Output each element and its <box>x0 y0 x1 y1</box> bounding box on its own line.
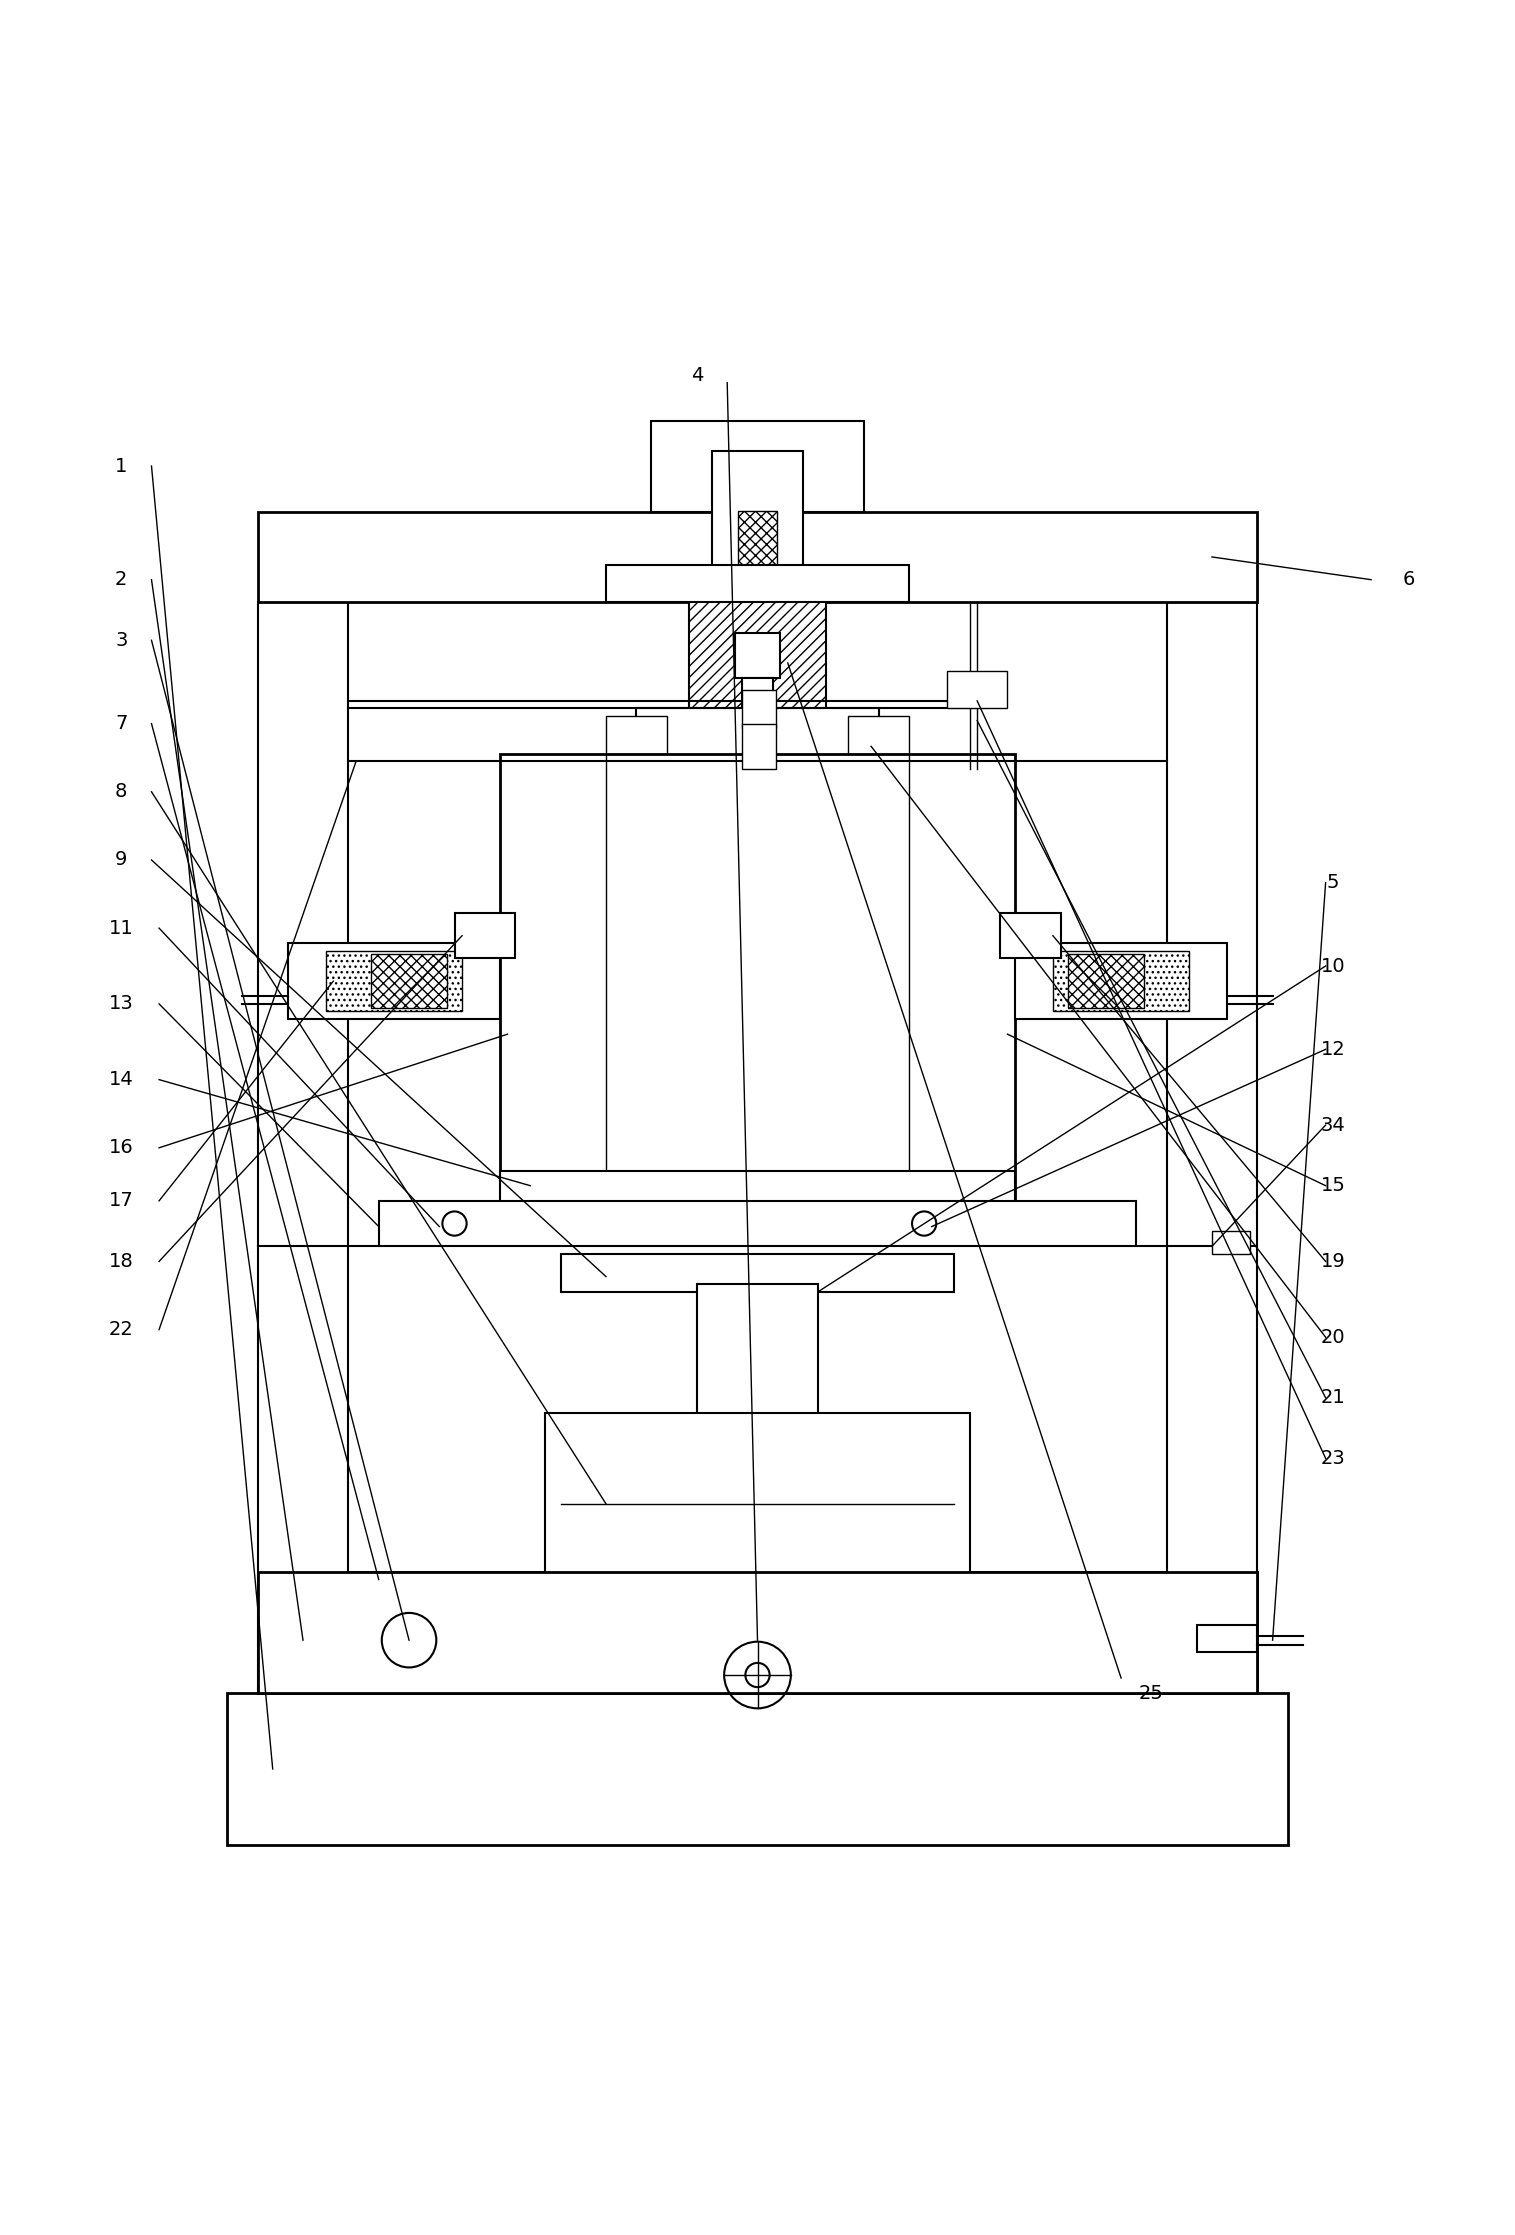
Text: 1: 1 <box>115 456 127 476</box>
Text: 18: 18 <box>109 1252 133 1272</box>
Bar <box>500 753 1015 1209</box>
Bar <box>689 572 826 724</box>
Text: 19: 19 <box>1321 1252 1345 1272</box>
Text: 34: 34 <box>1321 1115 1345 1135</box>
Text: 10: 10 <box>1321 957 1345 974</box>
Bar <box>371 954 447 1008</box>
Bar <box>606 715 667 753</box>
Text: 16: 16 <box>109 1138 133 1158</box>
Text: 21: 21 <box>1321 1388 1345 1408</box>
Text: 12: 12 <box>1321 1039 1345 1059</box>
Bar <box>712 451 803 572</box>
Bar <box>742 677 773 724</box>
Text: 15: 15 <box>1321 1176 1345 1196</box>
Text: 20: 20 <box>1321 1328 1345 1348</box>
Text: 22: 22 <box>109 1321 133 1339</box>
Text: 7: 7 <box>115 715 127 733</box>
Bar <box>1212 1231 1250 1254</box>
Text: 23: 23 <box>1321 1448 1345 1468</box>
Bar <box>1000 912 1060 959</box>
Bar <box>288 943 500 1019</box>
Text: 14: 14 <box>109 1071 133 1088</box>
Text: 9: 9 <box>115 852 127 869</box>
Bar <box>947 670 1007 708</box>
Bar <box>258 512 1257 603</box>
Text: 11: 11 <box>109 919 133 939</box>
Bar <box>454 912 515 959</box>
Text: 25: 25 <box>1139 1683 1164 1703</box>
Bar <box>1053 950 1189 1012</box>
Bar <box>500 1171 1015 1209</box>
Text: 2: 2 <box>115 570 127 590</box>
Bar <box>636 708 879 769</box>
Bar <box>545 1413 970 1580</box>
Bar <box>606 565 909 603</box>
Bar <box>561 1254 954 1292</box>
Bar <box>258 1571 1257 1694</box>
Bar <box>735 633 780 677</box>
Bar <box>258 1571 1257 1694</box>
Text: 5: 5 <box>1327 874 1339 892</box>
Bar <box>742 691 776 729</box>
Bar <box>1167 603 1257 1694</box>
Bar <box>1197 1625 1257 1652</box>
Bar <box>379 1200 1136 1247</box>
Bar <box>258 603 348 1694</box>
Text: 8: 8 <box>115 782 127 802</box>
Bar <box>1068 954 1144 1008</box>
Text: 17: 17 <box>109 1191 133 1211</box>
Bar <box>227 1694 1288 1844</box>
Text: 4: 4 <box>691 367 703 384</box>
Text: 6: 6 <box>1403 570 1415 590</box>
Bar <box>651 420 864 512</box>
Bar <box>848 715 909 753</box>
Bar <box>1015 943 1227 1019</box>
Bar <box>738 512 777 572</box>
Bar <box>697 1285 818 1421</box>
Text: 3: 3 <box>115 630 127 650</box>
Text: 13: 13 <box>109 995 133 1012</box>
Bar <box>742 724 776 769</box>
Bar <box>326 950 462 1012</box>
